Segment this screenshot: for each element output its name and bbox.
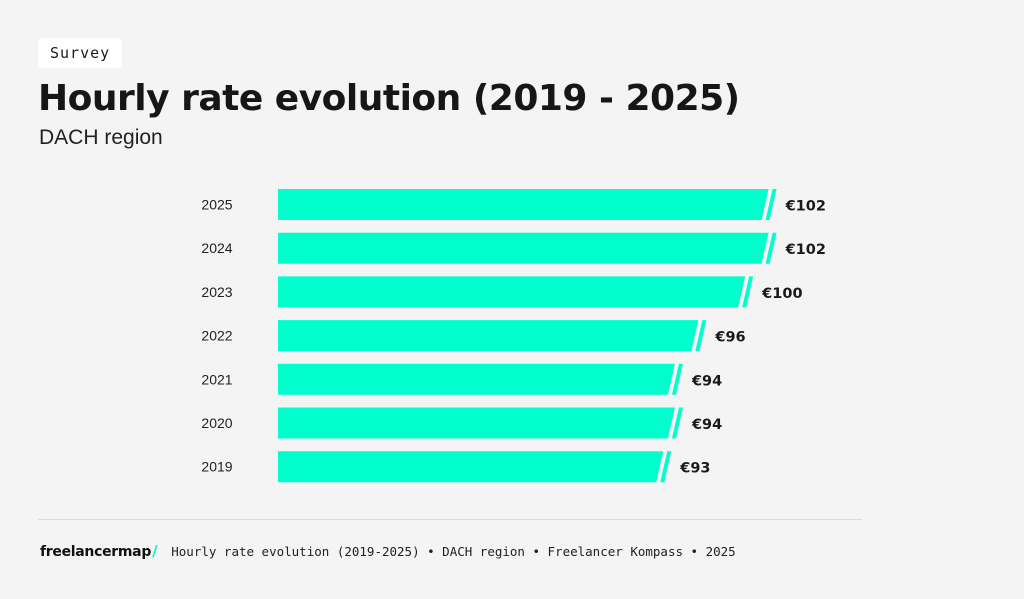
bar-break-mark (765, 232, 777, 264)
bar-break-mark (742, 276, 754, 308)
bar-break-mark (695, 320, 707, 352)
bar (278, 363, 675, 395)
bar-break-mark (765, 189, 777, 220)
category-label: 2023 (201, 284, 232, 300)
bar (278, 232, 769, 264)
survey-badge: Survey (38, 38, 123, 68)
page-subtitle: DACH region (39, 126, 163, 149)
logo-slash-icon: / (152, 542, 158, 560)
page-title: Hourly rate evolution (2019 - 2025) (38, 78, 740, 119)
bar-break-mark (671, 407, 683, 439)
bar (278, 189, 769, 220)
value-label: €96 (714, 330, 745, 346)
value-label: €100 (761, 286, 802, 302)
bar-break-mark (660, 451, 672, 483)
footer-caption: Hourly rate evolution (2019-2025) • DACH… (171, 543, 736, 559)
bar (278, 320, 699, 352)
value-label: €93 (679, 461, 710, 477)
category-label: 2021 (201, 371, 232, 387)
category-label: 2020 (201, 415, 232, 431)
logo-text: freelancermap (40, 544, 152, 560)
bar (278, 451, 664, 483)
value-label: €94 (691, 373, 722, 389)
value-label: €102 (785, 199, 826, 215)
footer: freelancermap/ Hourly rate evolution (20… (40, 542, 736, 560)
category-label: 2024 (201, 240, 232, 256)
bar (278, 276, 746, 308)
value-label: €94 (691, 417, 722, 433)
category-label: 2022 (201, 328, 232, 344)
bar (278, 407, 675, 439)
category-label: 2025 (201, 197, 232, 213)
freelancermap-logo: freelancermap/ (40, 542, 158, 560)
bar-break-mark (671, 363, 683, 395)
bar-chart: 2025 €102 2024 €102 2023 €100 2022 €96 2021 €94 20… (201, 189, 826, 483)
category-label: 2019 (201, 459, 232, 475)
footer-divider (38, 519, 862, 520)
value-label: €102 (785, 242, 826, 258)
